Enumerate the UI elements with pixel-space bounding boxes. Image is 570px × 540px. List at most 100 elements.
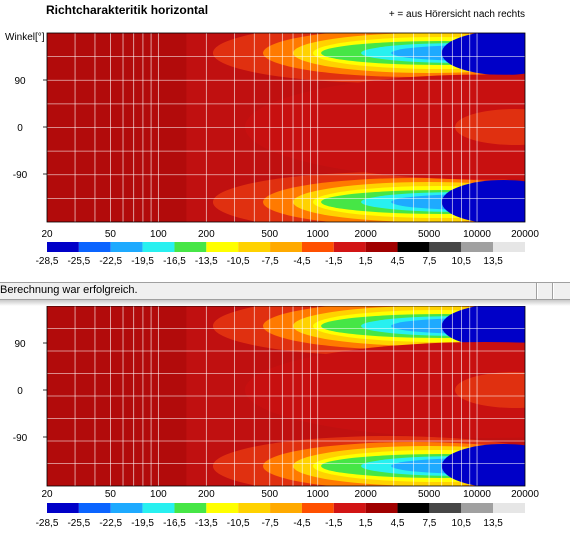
colorbar-swatch [78, 242, 111, 252]
y-axis-label: Winkel[°] [5, 32, 45, 43]
colorbar-label: 7,5 [422, 518, 436, 529]
colorbar-label: 13,5 [483, 256, 503, 267]
colorbar-swatch [47, 503, 79, 513]
colorbar-swatch [397, 242, 430, 252]
colorbar-label: -19,5 [131, 518, 154, 529]
status-bar: Berechnung war erfolgreich. [0, 282, 570, 300]
colorbar-swatch [365, 242, 398, 252]
x-tick-label: 50 [105, 489, 117, 500]
colorbar-swatch [110, 503, 143, 513]
status-shadow [0, 300, 570, 306]
colorbar-swatch [78, 503, 111, 513]
colorbar-label: 10,5 [452, 256, 472, 267]
x-tick-label: 1000 [307, 229, 330, 240]
colorbar-swatch [238, 242, 271, 252]
colorbar-swatch [461, 503, 494, 513]
colorbar-label: -7,5 [261, 518, 279, 529]
colorbar-label: -16,5 [163, 518, 186, 529]
x-tick-label: 2000 [355, 489, 378, 500]
colorbar-label: -13,5 [195, 256, 218, 267]
status-message: Berechnung war erfolgreich. [0, 284, 138, 296]
heatmap-center-edge [455, 372, 525, 408]
heatmap-plot-area [47, 33, 525, 222]
colorbar-swatch [142, 242, 175, 252]
heatmap-center-region [245, 74, 525, 180]
y-tick-label: 90 [14, 339, 26, 350]
plot-frame [46, 305, 526, 487]
colorbar-label: -28,5 [36, 518, 59, 529]
colorbar-swatch [238, 503, 271, 513]
colorbar-label: -4,5 [293, 256, 311, 267]
colorbar-label: 10,5 [452, 518, 472, 529]
heatmap-chart: Winkel[°] 90 0 -90 20 50 100 200 500 1000 2000 5000… [5, 32, 539, 267]
colorbar-swatch [461, 242, 494, 252]
status-separator [536, 283, 538, 299]
colorbar-label: 7,5 [422, 256, 436, 267]
colorbar-label: 1,5 [359, 518, 373, 529]
y-tick-label: -90 [13, 170, 28, 181]
sign-convention-note: + = aus Hörersicht nach rechts [389, 9, 525, 20]
y-tick-label: -90 [13, 433, 28, 444]
heatmap-lobe-bottom [441, 444, 525, 486]
colorbar-swatch [493, 242, 525, 252]
x-tick-label: 500 [261, 229, 278, 240]
colorbar-swatch [365, 503, 398, 513]
heatmap-lobe-top [441, 306, 525, 348]
colorbar-label: -22,5 [99, 518, 122, 529]
x-tick-label: 10000 [463, 489, 491, 500]
chart-title: Richtcharakteritik horizontal [46, 3, 208, 17]
colorbar-label: -13,5 [195, 518, 218, 529]
status-separator [552, 283, 554, 299]
x-tick-label: 20000 [511, 489, 539, 500]
heatmap-center-edge [455, 109, 525, 145]
heatmap-lobe-bottom [441, 180, 525, 222]
heatmap-chart: 90 0 -90 20 50 100 200 500 1000 2000 5000 10000 2000… [13, 305, 539, 529]
colorbar-swatch [174, 503, 207, 513]
x-tick-label: 100 [150, 229, 167, 240]
colorbar-label: -1,5 [325, 256, 343, 267]
heatmap-plot-area [47, 306, 525, 486]
x-tick-label: 5000 [418, 229, 441, 240]
colorbar-swatch [110, 242, 143, 252]
plot-frame [46, 32, 526, 223]
x-tick-label: 200 [198, 489, 215, 500]
colorbar-swatch [206, 242, 239, 252]
colorbar-swatch [270, 242, 302, 252]
x-tick-label: 2000 [355, 229, 378, 240]
colorbar-swatch [429, 503, 462, 513]
colorbar-swatch [47, 242, 79, 252]
x-tick-label: 10000 [463, 229, 491, 240]
x-tick-label: 1000 [307, 489, 330, 500]
colorbar-label: 13,5 [483, 518, 503, 529]
colorbar-swatch [174, 242, 207, 252]
x-tick-label: 50 [105, 229, 117, 240]
colorbar-swatch [397, 503, 430, 513]
y-tick-label: 90 [14, 76, 26, 87]
colorbar-label: 1,5 [359, 256, 373, 267]
heatmap-lobe-top [441, 33, 525, 75]
colorbar-label: -25,5 [67, 518, 90, 529]
colorbar-label: -28,5 [36, 256, 59, 267]
colorbar-swatch [270, 503, 302, 513]
colorbar-label: -1,5 [325, 518, 343, 529]
colorbar-swatch [301, 503, 334, 513]
colorbar-swatch [333, 503, 366, 513]
colorbar-label: -7,5 [261, 256, 279, 267]
colorbar-label: -10,5 [227, 256, 250, 267]
x-tick-label: 20000 [511, 229, 539, 240]
x-tick-label: 20 [41, 489, 53, 500]
colorbar-label: -25,5 [67, 256, 90, 267]
colorbar-swatch [493, 503, 525, 513]
heatmap-center-region [245, 342, 525, 438]
x-tick-label: 500 [261, 489, 278, 500]
y-tick-label: 0 [17, 386, 23, 397]
colorbar-swatch [142, 503, 175, 513]
charts-layer: Winkel[°] 90 0 -90 20 50 100 200 500 1000 2000 5000… [5, 32, 539, 529]
colorbar-label: -19,5 [131, 256, 154, 267]
colorbar-label: -10,5 [227, 518, 250, 529]
colorbar-swatch [429, 242, 462, 252]
colorbar-swatch [301, 242, 334, 252]
colorbar-label: -22,5 [99, 256, 122, 267]
colorbar-label: -16,5 [163, 256, 186, 267]
